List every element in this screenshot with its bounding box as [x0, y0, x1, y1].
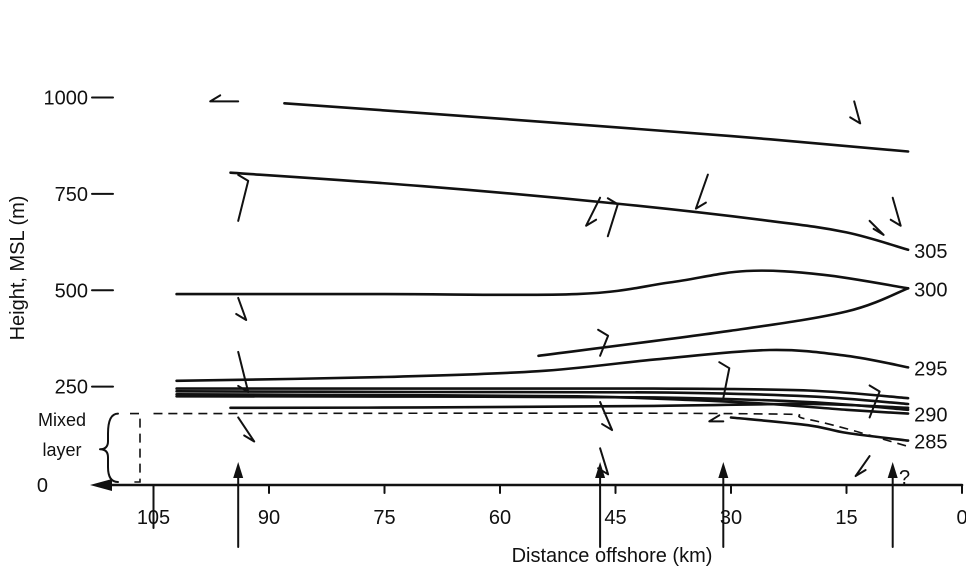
- wind-barb-0: [209, 94, 240, 103]
- labels: Distance offshore (km) Height, MSL (m) M…: [7, 196, 910, 567]
- sounding-arrowhead-3: [887, 462, 898, 478]
- wind-barb-15: [868, 219, 885, 236]
- x-axis-arrowhead: [90, 479, 112, 491]
- isentrope-unlabeled-2: [175, 387, 910, 400]
- wind-barb-13: [849, 100, 862, 125]
- wind-barb-2: [235, 296, 248, 321]
- sounding-arrowhead-2: [718, 462, 729, 478]
- axes: 105 90 75 60 45 30 15 0 0 250 500 750 1000: [37, 88, 966, 548]
- wind-barb-7: [597, 328, 610, 357]
- isentrope-label-290: 290: [914, 405, 947, 427]
- x-tick-label-60: 60: [489, 507, 511, 529]
- sounding-arrowhead-0: [233, 462, 244, 478]
- isentrope-285: [729, 416, 910, 442]
- x-tick-label-75: 75: [373, 507, 395, 529]
- wind-barbs: [209, 94, 902, 478]
- wind-barb-4: [237, 416, 256, 443]
- wind-barb-16: [868, 384, 881, 419]
- mixed-layer-top-line: [153, 412, 909, 448]
- wind-barb-14: [889, 196, 902, 227]
- wind-barb-3: [237, 350, 250, 393]
- mixed-layer-bracket: [130, 412, 141, 483]
- isentrope-label-305: 305: [914, 241, 947, 263]
- y-tick-label-1000: 1000: [44, 88, 89, 110]
- isentrope-305: [229, 171, 910, 252]
- mixed-layer-brace: [99, 412, 119, 483]
- mixed-layer-label-line1: Mixed: [38, 410, 86, 430]
- y-tick-label-250: 250: [55, 377, 88, 399]
- x-tick-label-15: 15: [835, 507, 857, 529]
- y-tick-label-500: 500: [55, 280, 88, 302]
- x-axis-title: Distance offshore (km): [512, 545, 713, 567]
- isentrope-unlabeled-5: [229, 402, 910, 410]
- isentropes: 305 300 295 290 285: [153, 102, 947, 454]
- y-tick-label-750: 750: [55, 184, 88, 206]
- wind-barb-1: [237, 173, 250, 222]
- isentrope-300: [175, 269, 910, 297]
- x-tick-label-90: 90: [258, 507, 280, 529]
- wind-barb-8: [599, 401, 614, 432]
- isentrope-label-285: 285: [914, 432, 947, 454]
- wind-barb-9: [597, 447, 610, 476]
- wind-barb-5: [585, 196, 602, 227]
- isentrope-unlabeled-4: [175, 395, 910, 412]
- wind-barb-6: [606, 197, 619, 238]
- mixed-layer-label-line2: layer: [42, 440, 81, 460]
- isentrope-unlabeled-1: [537, 287, 910, 358]
- wind-barb-11: [708, 414, 725, 423]
- wind-barb-12: [718, 361, 731, 400]
- isentrope-label-295: 295: [914, 358, 947, 380]
- isentrope-unlabeled-0: [283, 102, 910, 153]
- wind-barb-10: [694, 173, 709, 210]
- x-tick-label-0: 0: [956, 507, 966, 529]
- isentrope-label-300: 300: [914, 279, 947, 301]
- wind-barb-17: [854, 455, 871, 478]
- y-tick-label-0: 0: [37, 475, 48, 497]
- question-mark-label: ?: [899, 467, 910, 489]
- x-tick-label-105: 105: [137, 507, 170, 529]
- isentrope-unlabeled-3: [175, 390, 910, 406]
- x-tick-label-30: 30: [720, 507, 742, 529]
- isentrope-295: [175, 348, 910, 383]
- x-tick-label-45: 45: [604, 507, 626, 529]
- y-axis-title: Height, MSL (m): [7, 196, 29, 341]
